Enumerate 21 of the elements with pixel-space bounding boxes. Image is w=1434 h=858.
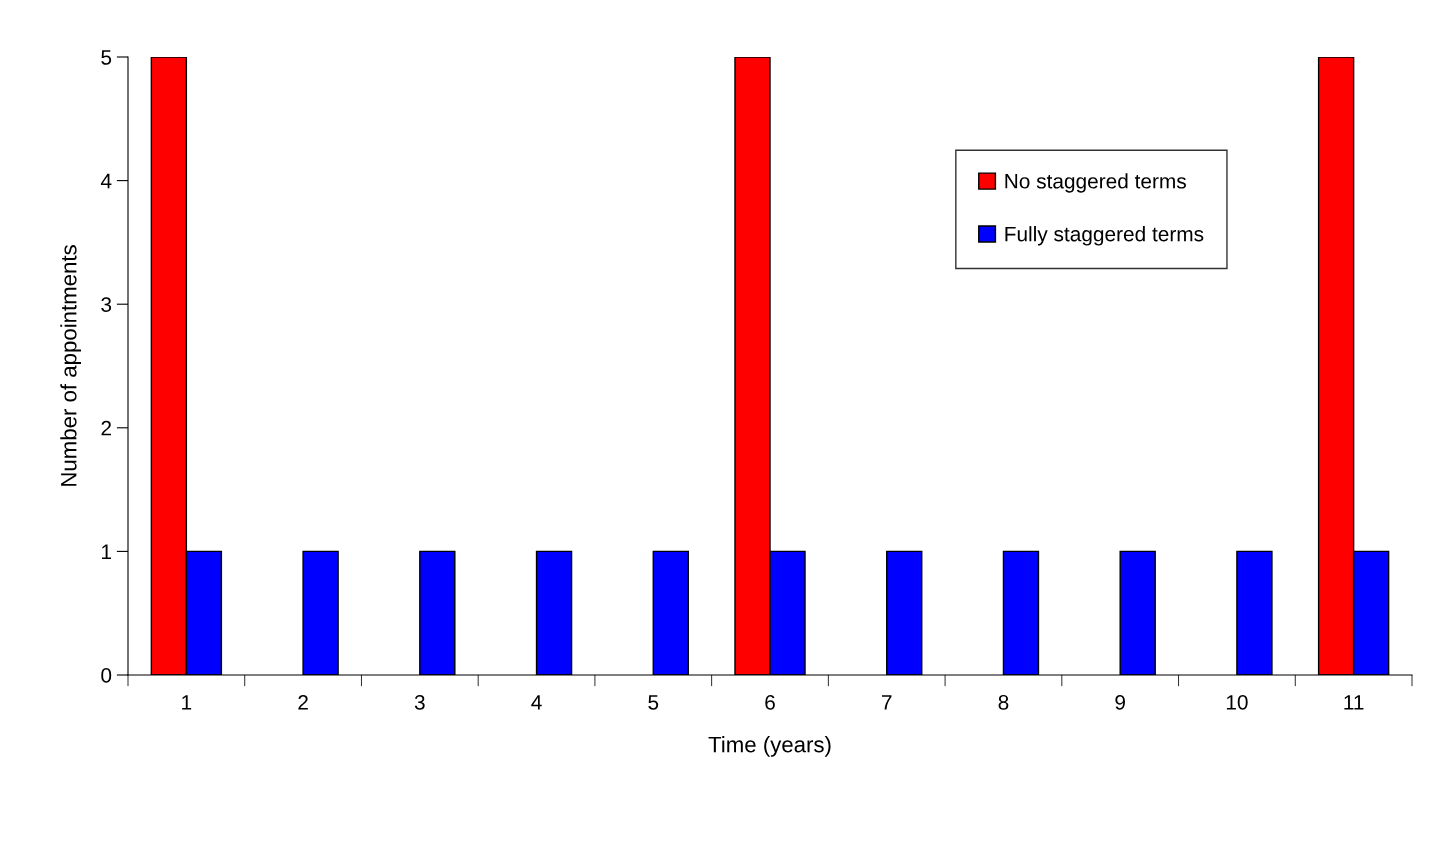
x-tick-label: 2 xyxy=(298,694,308,710)
legend-label: Fully staggered terms xyxy=(1005,226,1204,246)
x-tick-label: 3 xyxy=(414,694,425,710)
x-tick-label: 6 xyxy=(765,694,775,710)
x-tick-label: 10 xyxy=(1226,694,1248,710)
x-tick-label: 5 xyxy=(648,695,659,710)
x-axis-title: Time (years) xyxy=(708,736,831,757)
x-tick-label: 9 xyxy=(1115,694,1125,710)
x-tick-label: 4 xyxy=(531,695,542,710)
y-tick-label: 0 xyxy=(101,668,112,683)
y-tick-label: 2 xyxy=(101,420,111,436)
x-tick-label: 7 xyxy=(882,695,892,710)
y-axis-title: Number of appointments xyxy=(60,245,81,486)
y-tick-label: 3 xyxy=(101,297,112,312)
x-tick-label: 1 xyxy=(182,695,192,710)
y-tick-label: 1 xyxy=(102,544,112,559)
x-tick-label: 8 xyxy=(998,694,1009,710)
x-tick-label: 11 xyxy=(1344,695,1364,710)
y-tick-label: 5 xyxy=(101,50,112,65)
legend-label: No staggered terms xyxy=(1005,173,1186,193)
y-tick-label: 4 xyxy=(100,173,112,189)
